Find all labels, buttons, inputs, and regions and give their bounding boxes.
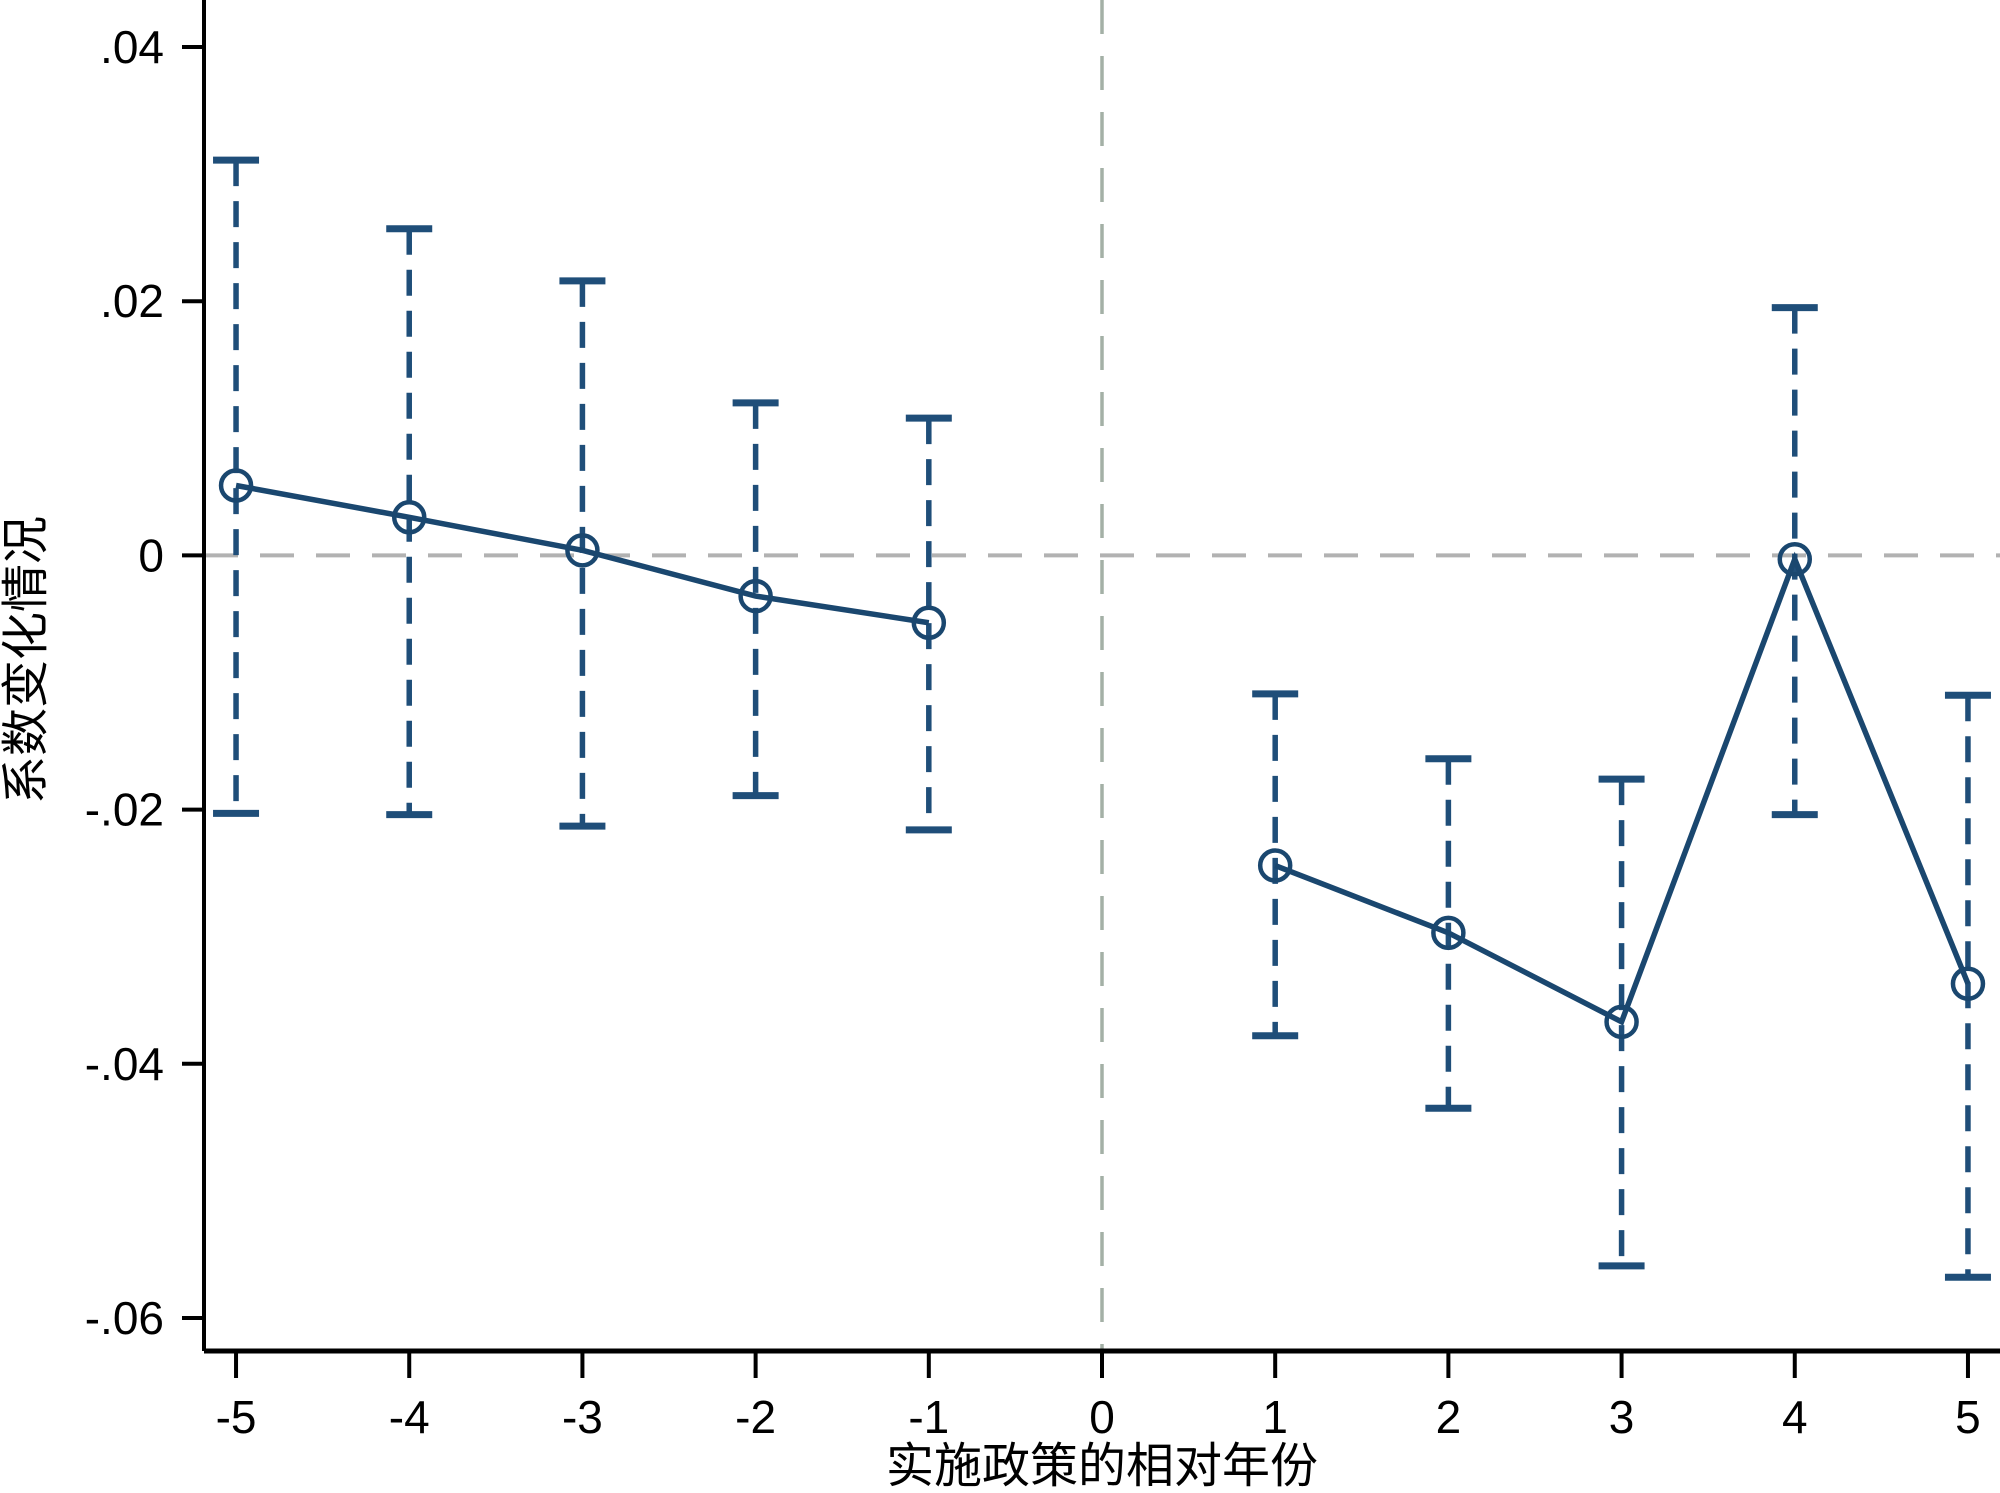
- y-tick-label: -.02: [85, 784, 164, 836]
- y-tick-label: -.06: [85, 1292, 164, 1344]
- data-point-marker: [1777, 541, 1813, 577]
- x-tick-label: 5: [1955, 1391, 1981, 1443]
- y-axis-title: 系数变化情况: [0, 516, 53, 804]
- x-tick-label: 2: [1436, 1391, 1462, 1443]
- x-tick-label: 3: [1609, 1391, 1635, 1443]
- x-tick-label: 1: [1262, 1391, 1288, 1443]
- x-tick-label: -3: [562, 1391, 603, 1443]
- data-point-marker: [1431, 915, 1466, 951]
- y-tick-label: -.04: [85, 1038, 164, 1090]
- data-point-marker: [1604, 1004, 1639, 1040]
- x-tick-label: -1: [908, 1391, 949, 1443]
- data-point-marker: [218, 468, 254, 503]
- plot-layer: .04 .02 0 -.02 -.04 -.06 -5 -4 -3 -2 -1 0 1 2 3 4 5: [85, 0, 2000, 1443]
- y-tick-label: .02: [100, 275, 164, 327]
- data-point-marker: [911, 605, 947, 641]
- series-line: [1274, 551, 1971, 1026]
- data-point-marker: [391, 500, 427, 535]
- x-tick-label: -5: [216, 1391, 257, 1443]
- x-axis-title: 实施政策的相对年份: [886, 1440, 1318, 1493]
- series-line: [235, 482, 930, 626]
- data-point-marker: [738, 578, 773, 614]
- x-tick-label: 4: [1782, 1391, 1808, 1443]
- x-tick-label: -2: [735, 1391, 776, 1443]
- data-point-marker: [1950, 966, 1986, 1001]
- x-tick-label: 0: [1089, 1391, 1115, 1443]
- data-point-marker: [565, 533, 600, 568]
- data-point-marker: [1257, 848, 1293, 883]
- y-tick-label: 0: [138, 529, 164, 581]
- y-tick-label: .04: [100, 21, 164, 73]
- x-tick-label: -4: [389, 1391, 430, 1443]
